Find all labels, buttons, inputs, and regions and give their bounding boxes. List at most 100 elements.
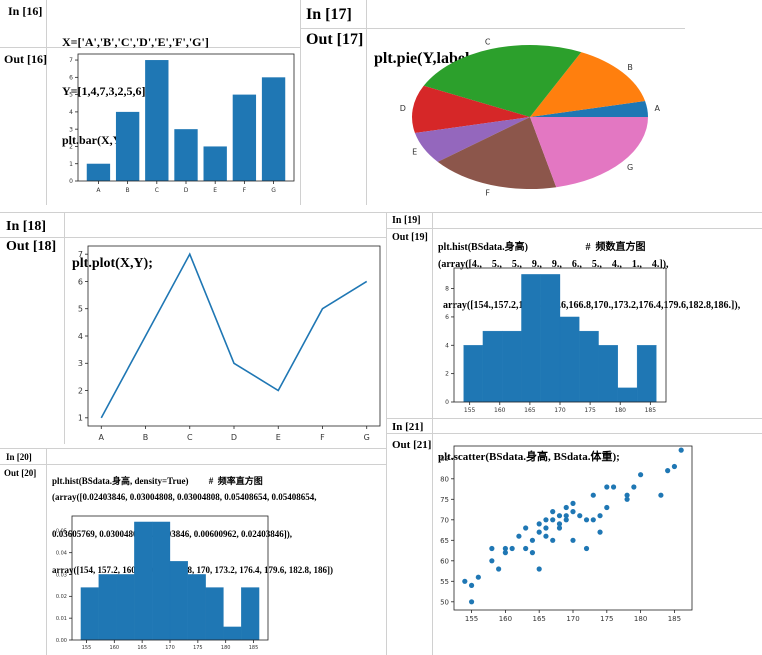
hist-bar <box>187 574 206 641</box>
x-tick-label: 170 <box>554 407 566 414</box>
scatter-point <box>590 492 596 498</box>
hist-bar <box>482 330 503 403</box>
histogram-20: 0.00 0.01 0.02 0.03 0.04 0.05 155 160 165 170 175 1… <box>56 515 269 651</box>
y-tick-label: 85 <box>440 455 449 463</box>
output-line: (array([4., 5., 5., 9., 9., 6., 5., 4., … <box>438 259 669 270</box>
y-tick-label: 0.00 <box>56 638 67 644</box>
bar <box>115 111 140 181</box>
y-tick-label: 6 <box>78 277 83 286</box>
y-tick-label: 0.03 <box>56 572 67 578</box>
bar <box>232 94 257 181</box>
scatter-point <box>597 529 603 535</box>
y-tick-label: 3 <box>78 359 83 368</box>
scatter-point <box>583 545 590 552</box>
x-tick-label: 180 <box>615 407 627 414</box>
pie-slice <box>530 117 648 188</box>
y-tick-label: 1 <box>69 161 73 168</box>
histogram-19: 0 2 4 6 8 155 160 165 170 175 180 185 <box>445 267 667 414</box>
bar <box>261 77 286 181</box>
scatter-point <box>523 545 529 552</box>
scatter-point <box>556 521 563 527</box>
scatter-point <box>496 566 502 572</box>
y-tick-label: 2 <box>78 386 83 395</box>
scatter-point <box>536 529 542 535</box>
scatter-point <box>523 525 529 531</box>
out-label-16: Out [16] <box>4 52 47 66</box>
y-tick-label: 5 <box>78 305 83 314</box>
scatter-point <box>556 513 563 519</box>
y-tick-label: 4 <box>69 109 73 116</box>
out-label-21: Out [21] <box>392 439 432 451</box>
axes-frame <box>87 245 381 427</box>
code-line: X=['A','B','C','D','E','F','G'] <box>62 35 209 50</box>
y-tick-label: 7 <box>69 57 73 64</box>
scatter-point <box>610 484 617 490</box>
scatter-point <box>638 472 644 478</box>
scatter-point <box>550 509 556 515</box>
scatter-point <box>536 521 542 527</box>
scatter-point <box>665 468 671 474</box>
hist-bar <box>116 574 135 641</box>
hist-bar <box>98 574 117 641</box>
scatter-point <box>550 537 556 543</box>
in-label-20: In [20] <box>6 452 32 462</box>
line-chart-18: 1 2 3 4 5 6 7 A B C D E F G <box>78 245 381 442</box>
output-19: (array([4., 5., 5., 9., 9., 6., 5., 4., … <box>438 231 740 326</box>
y-tick-label: 0.01 <box>56 616 67 622</box>
scatter-point <box>570 537 576 543</box>
scatter-point <box>550 517 556 523</box>
pie-label: A <box>654 104 660 113</box>
divider <box>386 418 762 419</box>
scatter-point <box>624 492 630 498</box>
pie-label: B <box>627 63 633 72</box>
scatter-point <box>604 504 610 511</box>
hist-bar <box>134 521 153 641</box>
hist-bar <box>80 587 99 641</box>
scatter-point <box>468 582 475 588</box>
hist-bar <box>579 330 599 403</box>
scatter-point <box>624 496 630 502</box>
y-tick-label: 0.05 <box>56 529 67 535</box>
in-label-18: In [18] <box>6 219 47 234</box>
x-tick-label: E <box>276 433 281 442</box>
scatter-point <box>570 509 576 515</box>
x-tick-label: B <box>126 187 130 194</box>
scatter-point <box>583 517 590 523</box>
out-label-20: Out [20] <box>4 468 37 478</box>
y-tick-label: 55 <box>440 578 449 586</box>
divider <box>0 464 386 465</box>
hist-bar <box>617 387 638 403</box>
y-tick-label: 0 <box>69 178 73 185</box>
x-tick-label: G <box>271 187 276 194</box>
divider <box>0 47 300 48</box>
x-tick-label: A <box>99 433 105 442</box>
y-tick-label: 7 <box>78 250 83 259</box>
scatter-point <box>502 545 508 552</box>
y-tick-label: 3 <box>69 126 73 133</box>
pie-slice <box>423 45 582 117</box>
x-tick-label: D <box>231 433 237 442</box>
x-tick-label: 160 <box>499 615 512 623</box>
pie-slice <box>414 117 530 162</box>
x-tick-label: 165 <box>137 645 147 651</box>
y-tick-label: 8 <box>445 286 449 293</box>
code-line: plt.plot(X,Y); <box>72 255 153 271</box>
hist-bar <box>636 345 657 403</box>
y-tick-label: 75 <box>440 496 449 504</box>
x-tick-label: 170 <box>165 645 175 651</box>
scatter-point <box>570 500 576 506</box>
scatter-point <box>543 533 549 539</box>
x-tick-label: 185 <box>645 407 657 414</box>
scatter-point <box>678 447 684 453</box>
code-line: Y=[1,4,7,3,2,5,6] <box>62 83 146 98</box>
y-tick-label: 70 <box>440 516 449 524</box>
hist-bar <box>463 345 484 403</box>
scatter-point <box>536 566 542 572</box>
y-tick-label: 0.04 <box>56 550 67 556</box>
pie-slice <box>412 85 530 134</box>
x-tick-label: 155 <box>464 407 476 414</box>
hist-bar <box>223 626 242 641</box>
code-line: plt.bar(X,Y); <box>62 132 130 147</box>
bar <box>203 146 227 181</box>
x-tick-label: 170 <box>566 615 579 623</box>
